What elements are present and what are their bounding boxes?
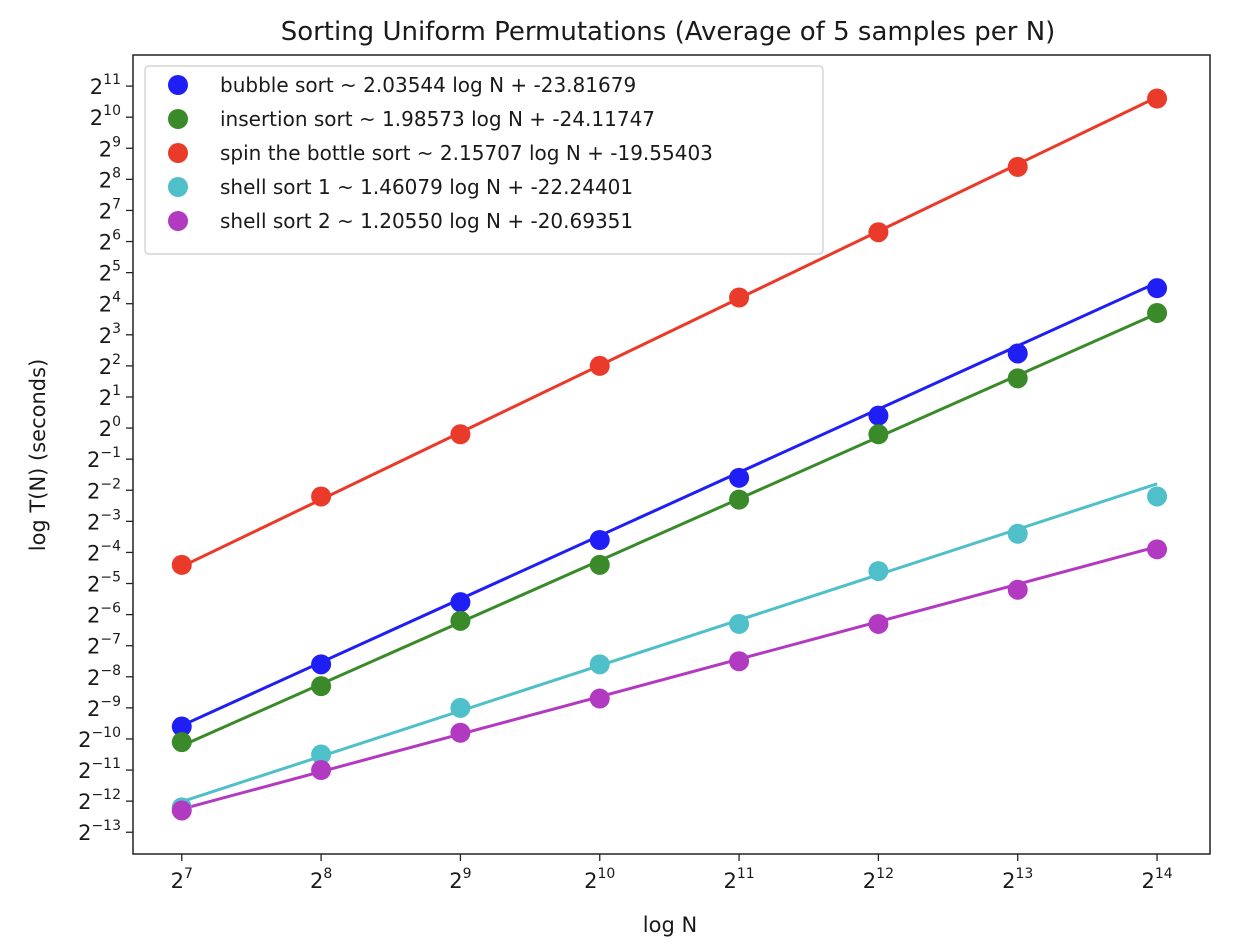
data-point: [868, 424, 889, 445]
data-point: [1007, 368, 1028, 389]
x-tick-label: 210: [584, 866, 615, 893]
data-point: [1007, 523, 1028, 544]
legend-marker: [168, 143, 188, 163]
legend-marker: [168, 211, 188, 231]
y-tick-label: 26: [99, 228, 121, 255]
data-point: [868, 561, 889, 582]
data-point: [450, 722, 471, 743]
data-point: [311, 676, 332, 697]
data-point: [450, 610, 471, 631]
x-axis: 27 28 29 210 211 212 213 214: [171, 854, 1173, 893]
data-point: [729, 613, 750, 634]
data-point: [1007, 156, 1028, 177]
x-axis-label: log N: [643, 913, 697, 937]
data-point: [1147, 278, 1168, 299]
y-tick-label: 2−11: [78, 756, 121, 783]
data-point: [589, 554, 610, 575]
data-point: [868, 613, 889, 634]
series-line: [181, 312, 1158, 748]
y-tick-label: 211: [90, 72, 121, 99]
data-point: [868, 222, 889, 243]
y-tick-label: 25: [99, 259, 121, 286]
legend-entry: insertion sort ~ 1.98573 log N + -24.117…: [220, 107, 655, 131]
data-point: [729, 287, 750, 308]
y-tick-label: 27: [99, 196, 121, 223]
x-tick-label: 28: [310, 866, 332, 893]
legend-entry: shell sort 1 ~ 1.46079 log N + -22.24401: [220, 175, 633, 199]
series-points: [171, 88, 1168, 821]
x-tick-label: 29: [449, 866, 471, 893]
y-tick-label: 2−6: [87, 601, 121, 628]
legend-marker: [168, 109, 188, 129]
data-point: [1007, 579, 1028, 600]
x-tick-label: 213: [1002, 866, 1033, 893]
data-point: [171, 554, 192, 575]
data-point: [729, 489, 750, 510]
y-tick-label: 2−8: [87, 663, 121, 690]
y-tick-label: 28: [99, 165, 121, 192]
data-point: [589, 688, 610, 709]
data-point: [450, 592, 471, 613]
legend-marker: [168, 75, 188, 95]
y-tick-label: 210: [90, 103, 121, 130]
y-tick-label: 20: [99, 414, 121, 441]
y-tick-label: 2−10: [78, 725, 121, 752]
data-point: [1147, 88, 1168, 109]
data-point: [1007, 343, 1028, 364]
data-point: [589, 654, 610, 675]
y-tick-label: 24: [99, 290, 121, 317]
series-line: [181, 95, 1158, 568]
data-point: [868, 405, 889, 426]
y-tick-label: 2−5: [87, 570, 121, 597]
data-point: [589, 355, 610, 376]
y-axis: 211 210 29 28 27 26 25 24 23 22 21 20 2−1 2−2 2−3 2−4 2−…: [78, 72, 133, 845]
data-point: [311, 760, 332, 781]
data-point: [1147, 303, 1168, 324]
y-axis-label: log T(N) (seconds): [26, 359, 50, 552]
data-point: [311, 744, 332, 765]
data-point: [450, 424, 471, 445]
data-point: [311, 486, 332, 507]
chart-title: Sorting Uniform Permutations (Average of…: [281, 17, 1056, 47]
legend-marker: [168, 177, 188, 197]
data-point: [171, 732, 192, 753]
x-tick-label: 212: [863, 866, 894, 893]
data-point: [589, 529, 610, 550]
y-tick-label: 2−1: [87, 445, 121, 472]
y-tick-label: 2−9: [87, 694, 121, 721]
series-line: [181, 482, 1158, 804]
plot-frame: [132, 54, 1211, 855]
legend-entry: shell sort 2 ~ 1.20550 log N + -20.69351: [220, 209, 633, 233]
x-tick-label: 27: [171, 866, 193, 893]
y-tick-label: 2−12: [78, 787, 121, 814]
data-point: [729, 651, 750, 672]
series-line: [181, 281, 1158, 727]
y-tick-label: 23: [99, 321, 121, 348]
data-point: [1147, 486, 1168, 507]
series-lines: [181, 95, 1158, 811]
legend-box: [144, 65, 824, 255]
y-tick-label: 2−7: [87, 632, 121, 659]
legend: bubble sort ~ 2.03544 log N + -23.81679 i…: [144, 65, 824, 255]
legend-entry: spin the bottle sort ~ 2.15707 log N + -…: [220, 141, 713, 165]
data-point: [450, 697, 471, 718]
y-tick-label: 2−3: [87, 507, 121, 534]
y-tick-label: 29: [99, 134, 121, 161]
y-tick-label: 2−2: [87, 476, 121, 503]
data-point: [311, 654, 332, 675]
y-tick-label: 21: [99, 383, 121, 410]
x-tick-label: 211: [723, 866, 754, 893]
data-point: [171, 800, 192, 821]
legend-entry: bubble sort ~ 2.03544 log N + -23.81679: [220, 73, 636, 97]
data-point: [729, 467, 750, 488]
series-line: [181, 545, 1158, 811]
y-tick-label: 2−4: [87, 538, 121, 565]
y-tick-label: 2−13: [78, 818, 121, 845]
x-tick-label: 214: [1141, 866, 1172, 893]
y-tick-label: 22: [99, 352, 121, 379]
data-point: [171, 716, 192, 737]
data-point: [1147, 539, 1168, 560]
